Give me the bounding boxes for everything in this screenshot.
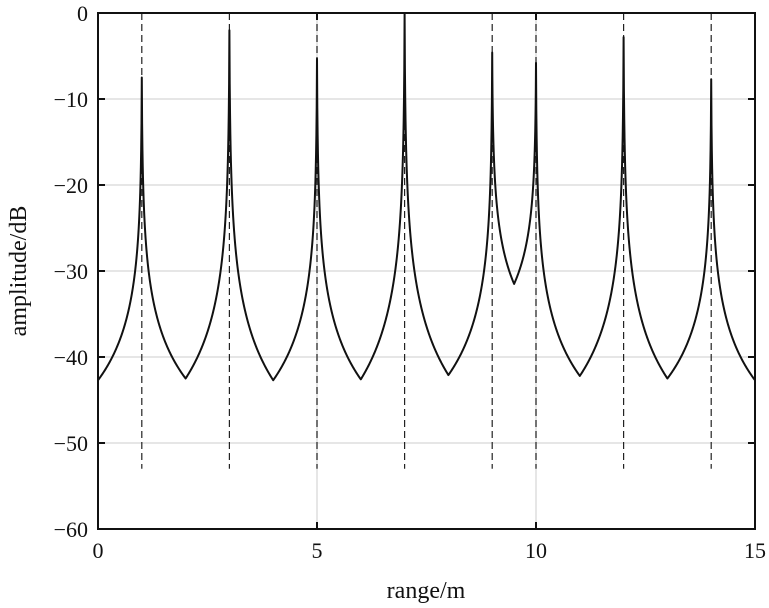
amplitude-line xyxy=(97,12,756,382)
axis-ticks: 0 5 10 15 0 −10 −20 −30 −40 −50 −60 xyxy=(54,1,766,563)
y-tick-label: −40 xyxy=(54,345,88,370)
x-tick-label: 10 xyxy=(525,538,547,563)
y-tick-label: 0 xyxy=(77,1,88,26)
y-axis-label: amplitude/dB xyxy=(6,206,32,337)
y-tick-label: −10 xyxy=(54,87,88,112)
y-tick-label: −30 xyxy=(54,259,88,284)
x-axis-label: range/m xyxy=(387,578,466,604)
grid-lines xyxy=(97,12,756,530)
x-tick-label: 5 xyxy=(312,538,323,563)
y-tick-label: −60 xyxy=(54,517,88,542)
y-tick-label: −20 xyxy=(54,173,88,198)
x-tick-label: 0 xyxy=(93,538,104,563)
y-tick-label: −50 xyxy=(54,431,88,456)
target-reference-lines xyxy=(141,13,712,469)
x-tick-label: 15 xyxy=(744,538,766,563)
amplitude-curve xyxy=(97,12,756,382)
